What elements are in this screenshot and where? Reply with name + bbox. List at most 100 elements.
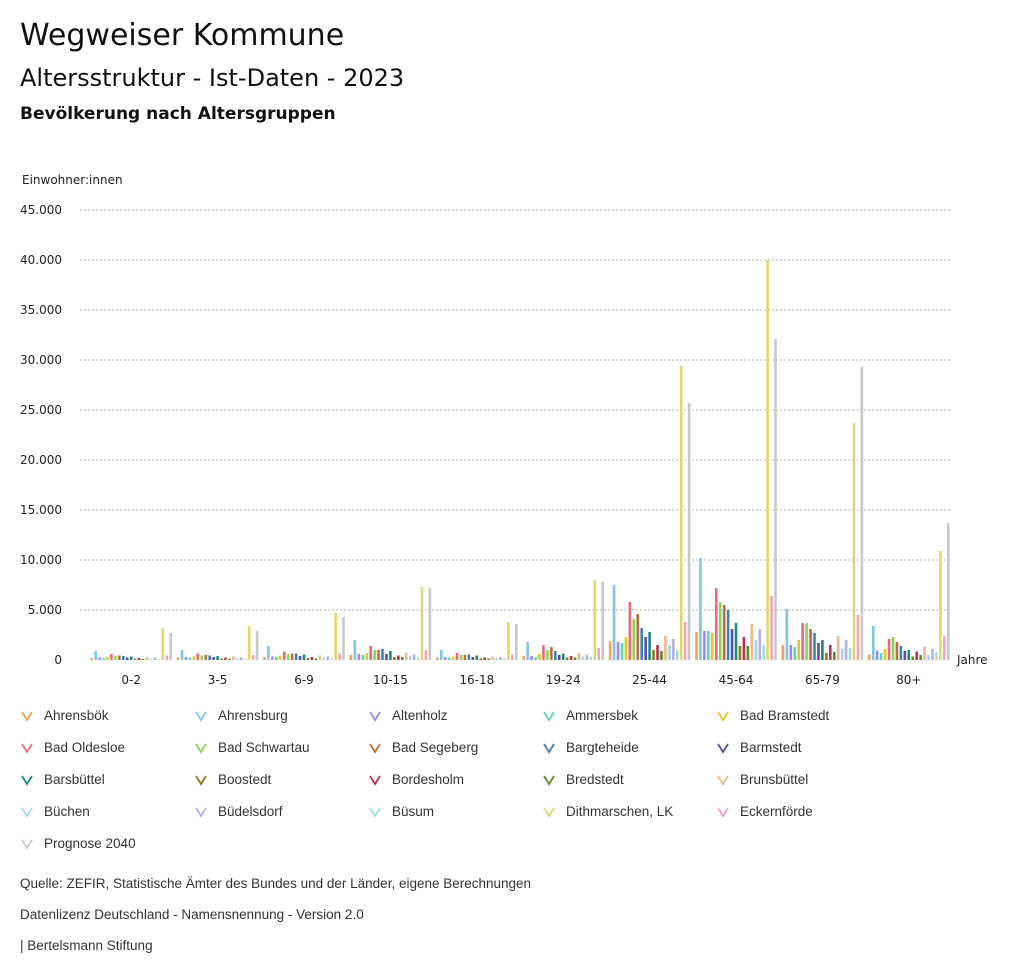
bar bbox=[381, 649, 384, 660]
bar bbox=[286, 654, 290, 660]
bar bbox=[149, 658, 153, 660]
bar bbox=[895, 642, 899, 660]
source-note: Quelle: ZEFIR, Statistische Ämter des Bu… bbox=[20, 876, 532, 891]
license-note[interactable]: Datenlizenz Deutschland - Namensnennung … bbox=[20, 907, 364, 922]
bar bbox=[770, 596, 773, 660]
bar bbox=[263, 657, 266, 660]
publisher-note[interactable]: | Bertelsmann Stiftung bbox=[20, 938, 153, 953]
legend-check-icon bbox=[717, 711, 729, 722]
bar bbox=[825, 653, 828, 660]
y-tick-label: 15.000 bbox=[20, 503, 62, 517]
bar bbox=[530, 656, 533, 660]
bar bbox=[212, 657, 215, 660]
bar bbox=[306, 658, 310, 660]
bar bbox=[683, 622, 687, 660]
bar bbox=[251, 655, 255, 660]
legend-label: Ahrensbök bbox=[44, 708, 109, 723]
bar bbox=[887, 639, 891, 660]
bar bbox=[204, 655, 208, 660]
bar bbox=[322, 657, 326, 660]
bar bbox=[597, 648, 601, 660]
bar bbox=[243, 658, 247, 660]
bar bbox=[133, 658, 137, 660]
bar bbox=[664, 636, 667, 660]
bar bbox=[844, 640, 848, 660]
bar bbox=[247, 626, 251, 660]
bar bbox=[377, 650, 380, 660]
bar bbox=[228, 658, 231, 660]
legend-label: Büdelsdorf bbox=[218, 804, 283, 819]
bar bbox=[361, 655, 365, 660]
bar bbox=[373, 650, 376, 660]
bar bbox=[899, 646, 903, 660]
bar bbox=[821, 640, 824, 660]
bar bbox=[188, 657, 192, 660]
bar bbox=[420, 587, 424, 660]
bar bbox=[577, 653, 581, 660]
bar bbox=[290, 653, 294, 660]
bar bbox=[451, 656, 455, 660]
bar bbox=[707, 631, 710, 660]
bar bbox=[903, 651, 907, 660]
bar bbox=[836, 636, 840, 660]
x-tick-label: 65-79 bbox=[805, 673, 840, 687]
bar bbox=[110, 654, 113, 660]
bar bbox=[236, 658, 239, 660]
legend-label: Ammersbek bbox=[566, 708, 639, 723]
y-tick-label: 45.000 bbox=[20, 203, 62, 217]
page-title: Wegweiser Kommune bbox=[20, 18, 345, 53]
bar bbox=[357, 654, 361, 660]
bar bbox=[797, 640, 800, 660]
legend-label: Bad Segeberg bbox=[392, 740, 479, 755]
legend-check-icon bbox=[543, 775, 555, 786]
bar bbox=[184, 657, 188, 660]
legend-label: Eckernförde bbox=[740, 804, 813, 819]
bar bbox=[526, 642, 529, 660]
bar bbox=[326, 656, 329, 660]
bar bbox=[267, 646, 270, 660]
bar bbox=[196, 653, 200, 660]
x-tick-label: 19-24 bbox=[546, 673, 581, 687]
y-axis-label: Einwohner:innen bbox=[22, 173, 123, 187]
bar bbox=[891, 637, 895, 660]
legend-label: Bad Bramstedt bbox=[740, 708, 830, 723]
bar bbox=[557, 655, 561, 660]
bar bbox=[935, 652, 938, 660]
x-tick-label: 6-9 bbox=[294, 673, 314, 687]
bar bbox=[208, 655, 211, 660]
bar bbox=[656, 645, 659, 660]
legend-check-icon bbox=[543, 743, 555, 754]
bar bbox=[224, 657, 227, 660]
bar bbox=[616, 642, 620, 660]
bar bbox=[385, 654, 388, 660]
bar bbox=[141, 659, 145, 660]
y-tick-label: 25.000 bbox=[20, 403, 62, 417]
legend-label: Bad Oldesloe bbox=[44, 740, 126, 755]
legend-check-icon bbox=[21, 743, 33, 754]
bar bbox=[114, 656, 117, 660]
bar bbox=[718, 602, 722, 660]
bar bbox=[554, 651, 557, 660]
legend-check-icon bbox=[543, 711, 555, 722]
bar-chart: Einwohner:innen 0 5.000 10.000 15.000 20.000 2… bbox=[20, 173, 988, 687]
bar bbox=[581, 656, 585, 660]
bar bbox=[125, 657, 129, 660]
bar bbox=[353, 640, 357, 660]
bar bbox=[153, 657, 157, 660]
bar bbox=[499, 657, 502, 660]
bar bbox=[840, 649, 844, 660]
bar bbox=[534, 657, 537, 660]
bar bbox=[805, 623, 808, 660]
bar bbox=[271, 656, 274, 660]
bar bbox=[161, 628, 165, 660]
bar bbox=[860, 367, 864, 660]
bar bbox=[793, 647, 797, 660]
bar bbox=[495, 658, 498, 660]
bar bbox=[939, 551, 942, 660]
bar bbox=[424, 650, 428, 660]
legend-label: Prognose 2040 bbox=[44, 836, 136, 851]
bar bbox=[640, 628, 643, 660]
legend-check-icon bbox=[21, 839, 33, 850]
bar bbox=[275, 657, 278, 660]
bar bbox=[192, 656, 196, 660]
